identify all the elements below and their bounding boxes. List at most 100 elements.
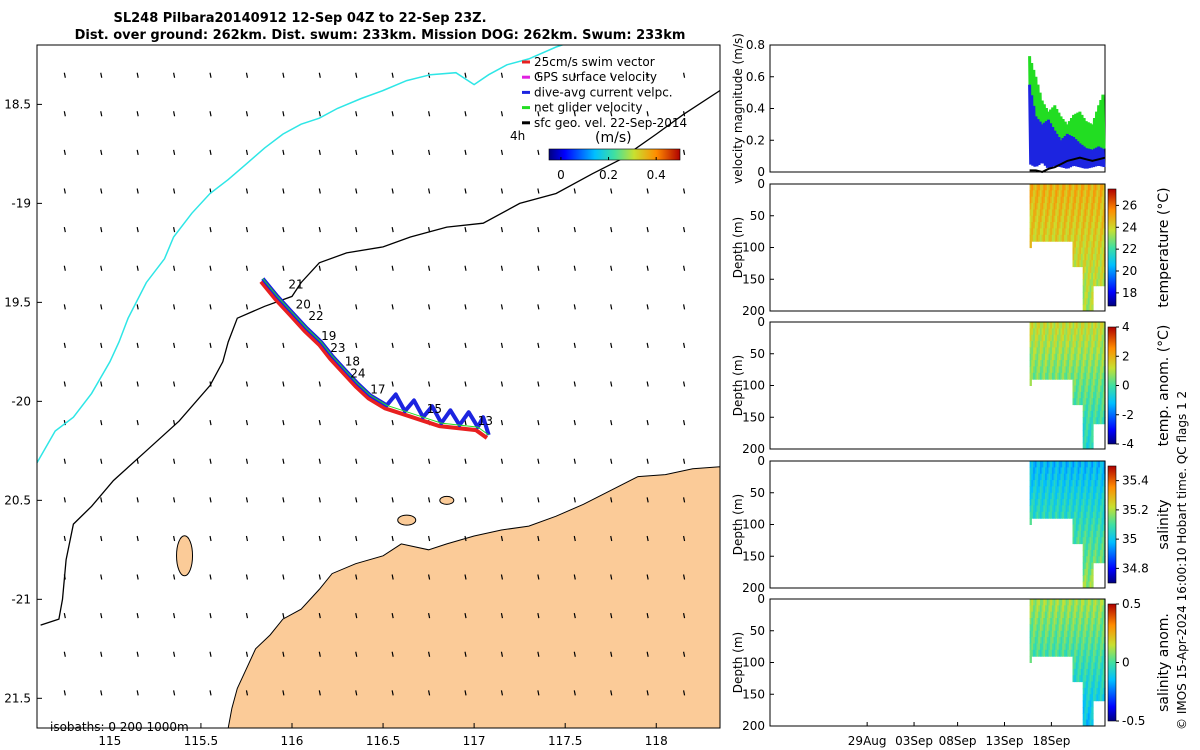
heat-cell <box>1036 599 1039 606</box>
heat-cell <box>1096 366 1099 374</box>
heat-cell <box>1094 662 1097 670</box>
heat-cell <box>1082 461 1085 468</box>
heat-cell <box>1099 385 1103 393</box>
heat-cell <box>1070 480 1073 487</box>
heat-cell <box>1060 234 1063 242</box>
heat-cell <box>1063 328 1067 336</box>
heat-cell <box>1099 556 1103 564</box>
heat-cell <box>1075 379 1079 386</box>
heat-cell <box>1029 184 1032 191</box>
vector-arrow <box>500 304 504 310</box>
vector-arrow <box>464 72 467 78</box>
vector-arrow <box>464 690 467 696</box>
heat-cell <box>1086 618 1089 625</box>
heat-cell <box>1050 624 1053 632</box>
heat-cell <box>1062 599 1065 606</box>
heat-cell <box>1048 630 1051 638</box>
heat-cell <box>1082 184 1085 191</box>
heat-cell <box>1070 492 1073 500</box>
vector-arrow <box>427 535 431 542</box>
heat-cell <box>1060 341 1063 348</box>
heat-cell <box>1077 480 1080 487</box>
heat-cell <box>1057 486 1060 494</box>
vector-arrow <box>318 497 321 503</box>
heat-cell <box>1074 461 1077 468</box>
heat-cell <box>1065 473 1068 481</box>
vector-arrow <box>209 265 212 271</box>
heat-cell <box>1063 630 1067 638</box>
heat-cell <box>1072 260 1075 268</box>
vector-arrow <box>610 304 613 310</box>
heat-cell <box>1043 190 1046 198</box>
heat-cell <box>1050 643 1053 651</box>
legend-label: net glider velocity <box>534 101 642 115</box>
heat-cell <box>1086 518 1089 525</box>
heat-cell <box>1099 611 1103 619</box>
heat-cell <box>1079 537 1082 545</box>
heat-cell <box>1041 215 1044 223</box>
heat-cell <box>1077 328 1080 336</box>
heat-cell <box>1074 486 1077 494</box>
heat-cell <box>1099 656 1103 663</box>
heat-cell <box>1051 624 1055 632</box>
heat-cell <box>1103 347 1106 355</box>
depth-axis-label: Depth (m) <box>731 217 745 278</box>
heat-cell <box>1051 649 1055 657</box>
map-frame <box>36 44 721 729</box>
heat-cell <box>1033 360 1036 367</box>
colorbar-tick-label: 26 <box>1122 198 1137 212</box>
heat-cell <box>1096 499 1099 506</box>
heat-cell <box>1033 228 1036 236</box>
heat-cell <box>1103 253 1106 261</box>
vector-arrow <box>209 149 212 156</box>
heat-cell <box>1081 334 1084 342</box>
heat-cell <box>1077 530 1080 538</box>
heat-cell <box>1077 209 1080 217</box>
heat-cell <box>1077 184 1080 191</box>
heat-cell <box>1089 222 1092 229</box>
vector-arrow <box>355 535 358 542</box>
heat-cell <box>1098 404 1101 412</box>
heat-cell <box>1057 480 1060 487</box>
heat-cell <box>1041 228 1044 236</box>
heat-cell <box>1081 511 1084 519</box>
heat-cell <box>1091 347 1094 355</box>
heat-cell <box>1086 417 1089 425</box>
heat-cell <box>1045 334 1048 342</box>
heat-cell <box>1034 353 1038 361</box>
heat-cell <box>1031 184 1034 191</box>
heat-cell <box>1067 328 1070 336</box>
heat-cell <box>1038 203 1041 210</box>
heat-cell <box>1075 215 1079 223</box>
heat-cell <box>1050 492 1053 500</box>
heat-cell <box>1031 473 1034 481</box>
heat-cell <box>1072 341 1075 348</box>
heat-cell <box>1029 637 1032 644</box>
heat-cell <box>1075 486 1079 494</box>
heat-cell <box>1089 530 1092 538</box>
heat-cell <box>1091 549 1094 557</box>
heat-cell <box>1046 334 1050 342</box>
heat-cell <box>1067 611 1070 619</box>
heat-cell <box>1038 599 1041 606</box>
heat-cell <box>1074 379 1077 386</box>
heat-cell <box>1038 499 1041 506</box>
heat-cell <box>1084 687 1087 695</box>
heat-cell <box>1031 467 1034 475</box>
heat-cell <box>1057 649 1060 657</box>
heat-cell <box>1036 334 1039 342</box>
depth-tick-label: 200 <box>742 442 765 456</box>
heat-cell <box>1039 480 1043 487</box>
heat-cell <box>1077 228 1080 236</box>
heat-cell <box>1099 184 1103 191</box>
heat-cell <box>1077 537 1080 545</box>
heat-cell <box>1065 499 1068 506</box>
heat-cell <box>1036 637 1039 644</box>
heat-cell <box>1062 334 1065 342</box>
heat-cell <box>1099 549 1103 557</box>
heat-cell <box>1074 643 1077 651</box>
heat-cell <box>1060 599 1063 606</box>
heat-cell <box>1101 360 1104 367</box>
